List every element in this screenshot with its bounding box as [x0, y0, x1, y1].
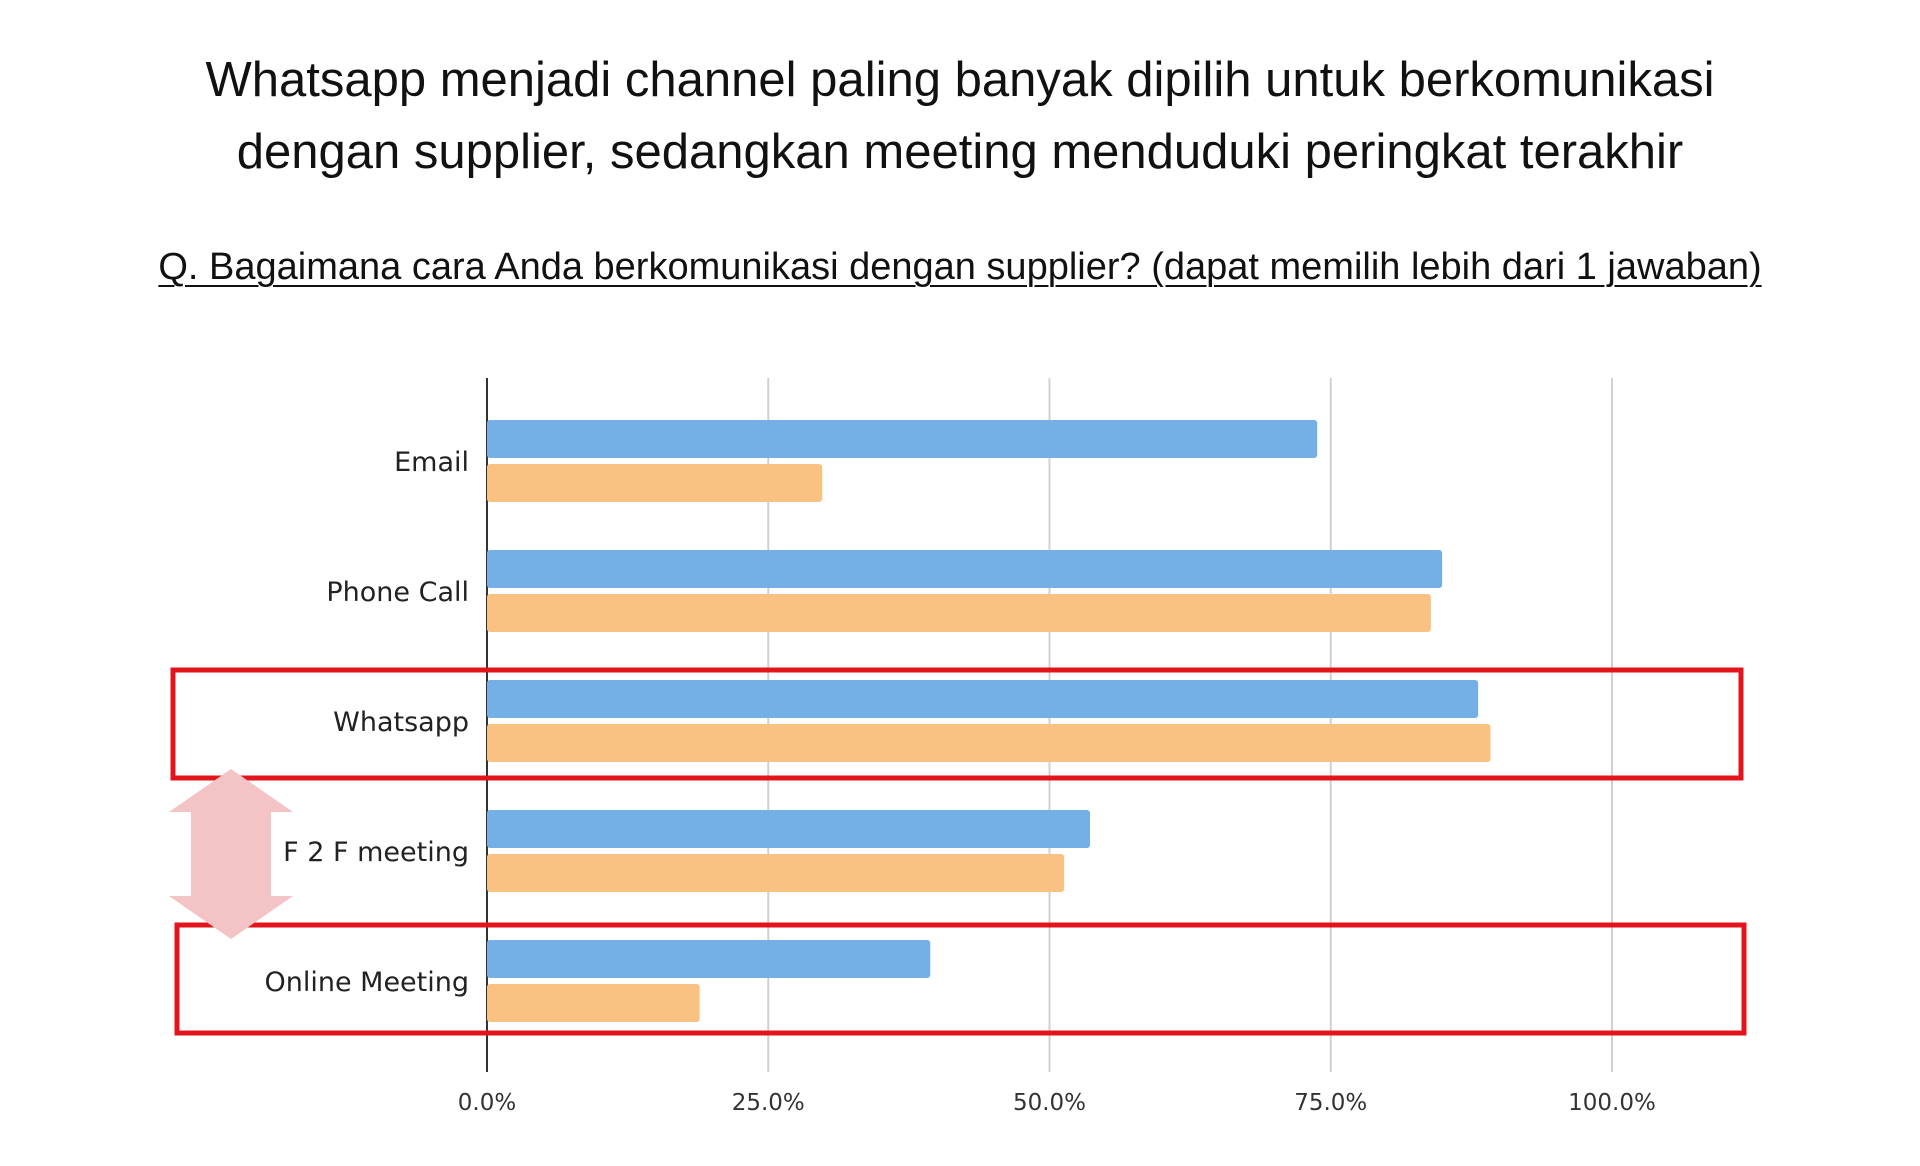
category-labels: Email Phone Call Whatsapp F 2 F meeting Onli… [264, 447, 469, 998]
bar [487, 940, 931, 978]
title-line-1: Whatsapp menjadi channel paling banyak d… [205, 53, 1715, 107]
bars [487, 420, 1491, 1022]
bar [487, 594, 1431, 632]
bar [487, 724, 1491, 762]
bar [487, 854, 1065, 892]
highlight-box-whatsapp [170, 667, 1744, 781]
title-line-2: dengan supplier, sedangkan meeting mendu… [236, 125, 1684, 179]
x-tick-label: 50.0% [1013, 1090, 1086, 1116]
x-tick-label: 100.0% [1568, 1090, 1656, 1116]
bar [487, 464, 823, 502]
highlight-box-online-meeting [174, 922, 1747, 1036]
bar [487, 810, 1090, 848]
category-label: F 2 F meeting [283, 837, 469, 868]
survey-question: Q. Bagaimana cara Anda berkomunikasi den… [158, 246, 1762, 288]
x-tick-label: 75.0% [1294, 1090, 1367, 1116]
chart-title: Whatsapp menjadi channel paling banyak d… [0, 44, 1920, 188]
category-label: Whatsapp [333, 707, 469, 738]
bar [487, 680, 1479, 718]
bar [487, 420, 1318, 458]
bar [487, 984, 700, 1022]
category-label: Email [394, 447, 469, 478]
bar [487, 550, 1443, 588]
category-label: Phone Call [326, 577, 469, 608]
x-tick-label: 0.0% [458, 1090, 516, 1116]
x-axis-ticks: 0.0% 25.0% 50.0% 75.0% 100.0% [458, 1090, 1656, 1116]
x-tick-label: 25.0% [732, 1090, 805, 1116]
category-label: Online Meeting [264, 967, 469, 998]
annotations [169, 667, 1747, 1036]
double-arrow-icon [169, 769, 293, 939]
